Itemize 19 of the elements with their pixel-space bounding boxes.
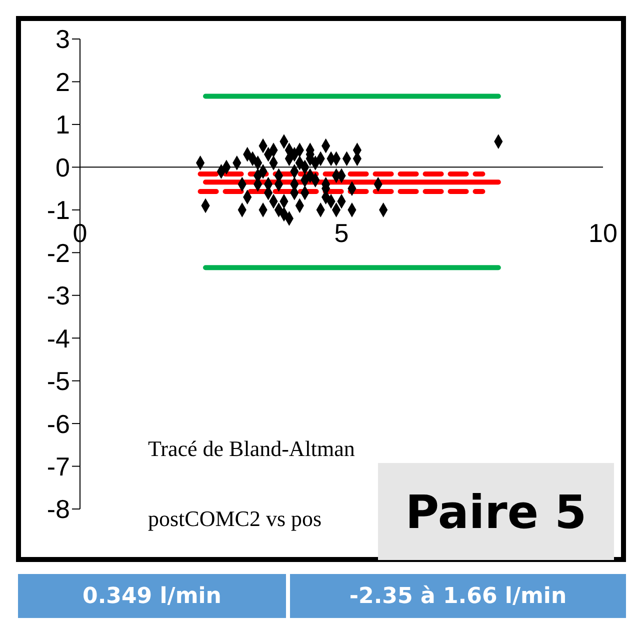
x-tick-label: 10 <box>588 218 618 248</box>
x-tick-label: 5 <box>334 218 349 248</box>
y-tick-label: -4 <box>46 323 70 354</box>
annotation: Tracé de Bland-Altman <box>148 436 355 462</box>
text: 0.349 l/min <box>18 574 286 618</box>
y-tick-label: 0 <box>56 152 70 182</box>
y-tick-label: -5 <box>46 366 70 396</box>
y-tick-label: -6 <box>46 408 70 439</box>
y-tick-label: -2 <box>46 238 70 268</box>
y-tick-label: 3 <box>56 24 70 54</box>
y-tick-label: 1 <box>56 110 70 140</box>
y-tick-label: -1 <box>46 195 70 226</box>
y-tick-label: -8 <box>46 494 70 524</box>
annotation: Paire 5 <box>378 463 614 560</box>
y-tick-label: 2 <box>56 66 70 97</box>
annotation: postCOMC2 vs pos <box>148 506 322 532</box>
y-tick-label: -7 <box>46 452 70 482</box>
y-tick-label: -3 <box>46 280 70 311</box>
text: -2.35 à 1.66 l/min <box>290 574 626 618</box>
